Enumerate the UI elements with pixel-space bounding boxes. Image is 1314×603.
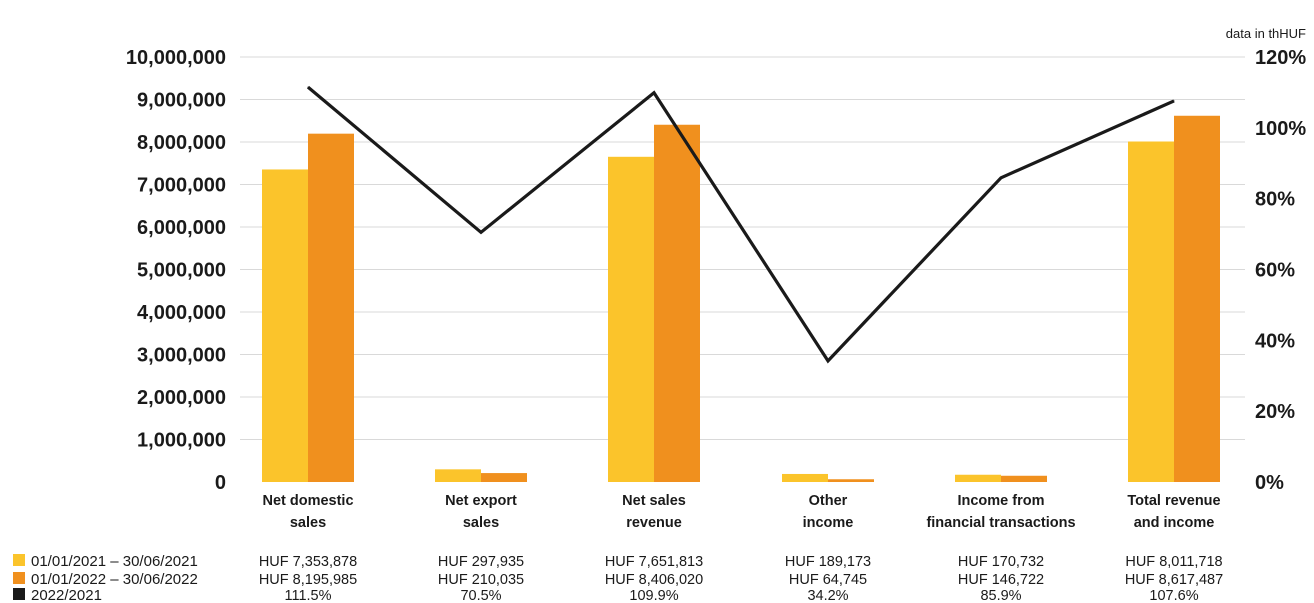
bar — [435, 469, 481, 482]
y-right-tick-label: 40% — [1255, 330, 1295, 352]
y-right-tick-label: 80% — [1255, 189, 1295, 211]
table-cell: HUF 64,745 — [789, 572, 867, 588]
x-category-label: Total revenue — [1127, 493, 1220, 509]
x-category-label: income — [803, 515, 854, 531]
table-cell: HUF 8,406,020 — [605, 572, 703, 588]
table-cell: 85.9% — [980, 588, 1021, 603]
bar — [654, 124, 700, 483]
x-category-label: Net sales — [622, 493, 686, 509]
table-cell: HUF 189,173 — [785, 554, 871, 570]
table-cell: 109.9% — [629, 588, 678, 603]
legend-swatch — [13, 588, 25, 600]
bar — [308, 133, 354, 482]
y-axis-left: 0 1,000,000 2,000,000 3,000,000 4,000,000 5,0… — [126, 47, 226, 494]
y-left-tick-label: 6,000,000 — [137, 217, 226, 239]
ratio-point — [1000, 177, 1002, 179]
bar — [1174, 115, 1220, 482]
y-axis-right: 0% 20% 40% 60% 80% 100% 120% — [1255, 47, 1306, 494]
bar — [481, 473, 527, 482]
table-cell: HUF 8,011,718 — [1125, 554, 1222, 570]
bar — [828, 479, 874, 482]
data-table: HUF 7,353,878 HUF 297,935 HUF 7,651,813 HUF… — [259, 554, 1223, 603]
ratio-point — [1173, 100, 1175, 102]
x-category-label: Net export — [445, 493, 517, 509]
x-category-label: revenue — [626, 515, 682, 531]
table-cell: HUF 8,195,985 — [259, 572, 357, 588]
table-cell: HUF 170,732 — [958, 554, 1044, 570]
table-cell: 111.5% — [284, 588, 331, 603]
x-category-label: Net domestic — [262, 493, 353, 509]
table-cell: HUF 7,353,878 — [259, 554, 357, 570]
x-category-label: sales — [463, 515, 499, 531]
bar — [262, 169, 308, 482]
y-left-tick-label: 7,000,000 — [137, 175, 226, 197]
y-left-tick-label: 3,000,000 — [137, 345, 226, 367]
grid-lines — [240, 56, 1245, 440]
table-cell: HUF 8,617,487 — [1125, 572, 1223, 588]
bar — [1001, 475, 1047, 482]
table-cell: 107.6% — [1149, 588, 1198, 603]
ratio-line — [306, 85, 1175, 364]
y-left-tick-label: 9,000,000 — [137, 90, 226, 112]
table-cell: 34.2% — [807, 588, 848, 603]
legend-swatch — [13, 554, 25, 566]
y-right-tick-label: 20% — [1255, 401, 1295, 423]
y-left-tick-label: 10,000,000 — [126, 47, 226, 69]
bar-series — [262, 115, 1220, 483]
y-left-tick-label: 1,000,000 — [137, 430, 226, 452]
y-right-tick-label: 0% — [1255, 472, 1284, 494]
table-cell: 70.5% — [460, 588, 501, 603]
x-category-label: sales — [290, 515, 326, 531]
table-cell: HUF 7,651,813 — [605, 554, 703, 570]
ratio-point — [827, 360, 829, 362]
ratio-point — [480, 231, 482, 233]
legend-label: 2022/2021 — [31, 587, 102, 603]
table-cell: HUF 297,935 — [438, 554, 524, 570]
ratio-point — [307, 86, 309, 88]
x-axis-categories: Net domestic sales Net export sales Net sale… — [262, 493, 1220, 531]
y-left-tick-label: 8,000,000 — [137, 132, 226, 154]
y-left-tick-label: 5,000,000 — [137, 260, 226, 282]
y-left-tick-label: 0 — [215, 472, 226, 494]
ratio-point — [653, 92, 655, 94]
table-cell: HUF 146,722 — [958, 572, 1044, 588]
bar — [1128, 141, 1174, 482]
unit-note: data in thHUF — [1226, 26, 1306, 41]
bar — [955, 474, 1001, 482]
bar — [782, 473, 828, 482]
y-left-tick-label: 2,000,000 — [137, 387, 226, 409]
table-cell: HUF 210,035 — [438, 572, 524, 588]
x-category-label: Other — [809, 493, 848, 509]
y-right-tick-label: 100% — [1255, 118, 1306, 140]
x-category-label: and income — [1134, 515, 1215, 531]
y-right-tick-label: 120% — [1255, 47, 1306, 69]
y-left-tick-label: 4,000,000 — [137, 302, 226, 324]
ratio-line-series — [306, 85, 1175, 364]
x-category-label: Income from — [957, 493, 1044, 509]
bar — [608, 156, 654, 482]
legend-label: 01/01/2021 – 30/06/2021 — [31, 553, 198, 570]
legend-swatch — [13, 572, 25, 584]
y-right-tick-label: 60% — [1255, 260, 1295, 282]
legend-label: 01/01/2022 – 30/06/2022 — [31, 571, 198, 588]
x-category-label: financial transactions — [926, 515, 1075, 531]
